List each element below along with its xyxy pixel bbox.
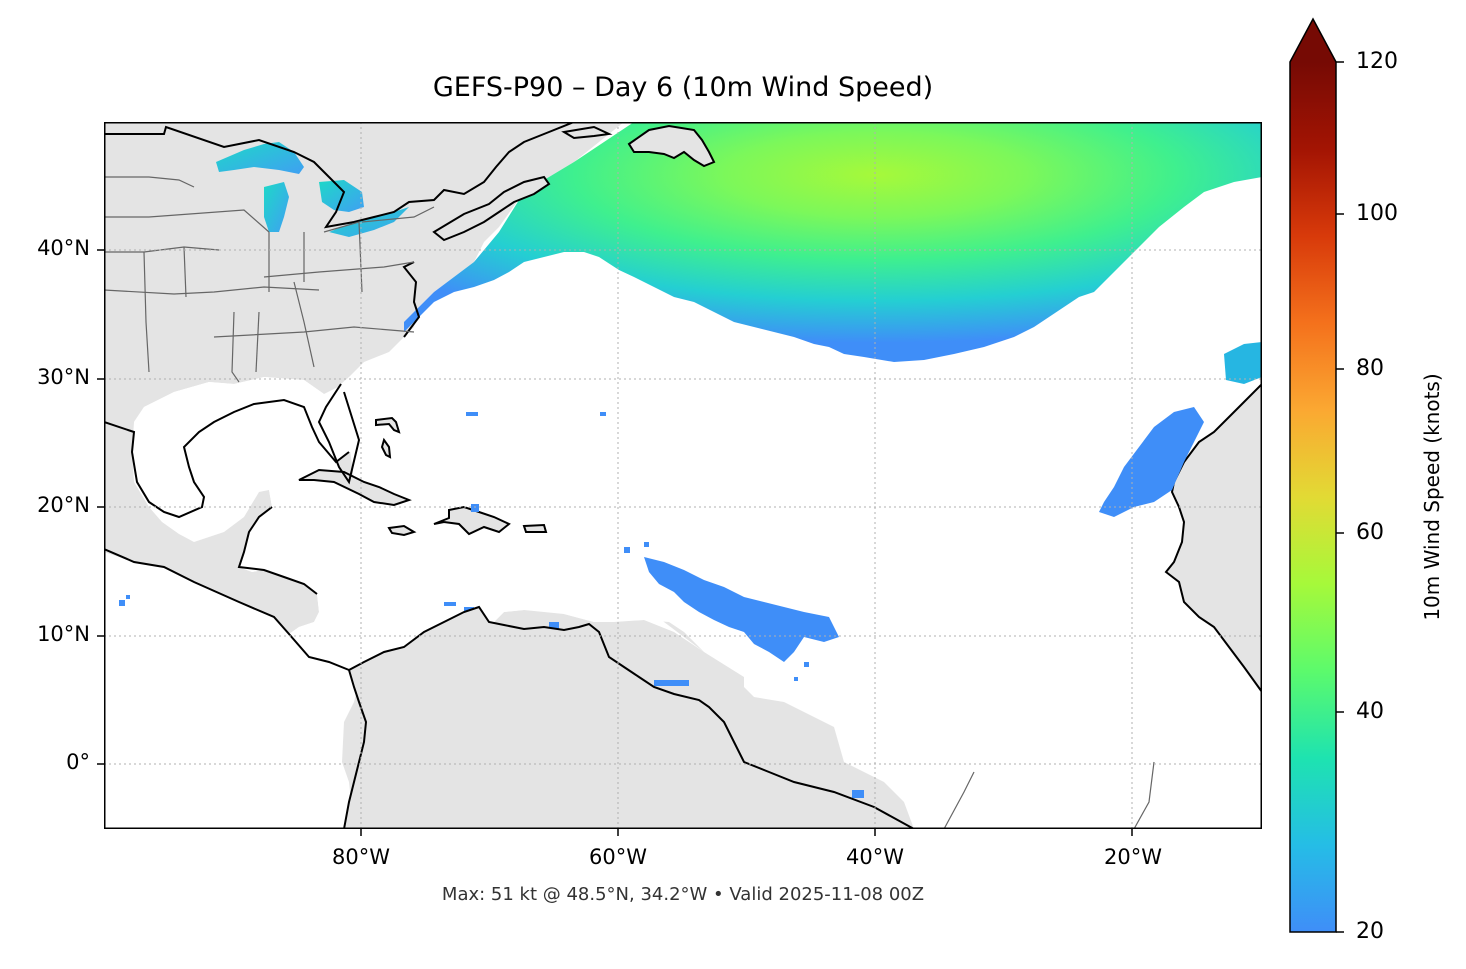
wind-azores — [1224, 342, 1262, 384]
colorbar-tick-20: 20 — [1356, 919, 1384, 944]
africa-land — [1164, 382, 1262, 694]
wind-canary — [1099, 407, 1204, 517]
colorbar-tick-60: 60 — [1356, 520, 1384, 545]
colorbar-tick-120: 120 — [1356, 49, 1398, 74]
colorbar-label: 10m Wind Speed (knots) — [1420, 373, 1444, 621]
colorbar-ticks — [1336, 61, 1344, 933]
chart-title: GEFS-P90 – Day 6 (10m Wind Speed) — [432, 72, 934, 103]
x-tick-20w: 20°W — [1104, 845, 1162, 869]
max-wind-caption: Max: 51 kt @ 48.5°N, 34.2°W • Valid 2025… — [441, 884, 925, 905]
south-america-land — [342, 605, 915, 829]
x-tick-60w: 60°W — [589, 845, 647, 869]
y-tick-40n: 40°N — [37, 236, 90, 260]
wind-great-lakes — [216, 142, 409, 237]
map-plot-area — [104, 122, 1262, 829]
colorbar-tick-80: 80 — [1356, 356, 1384, 381]
colorbar — [1289, 17, 1337, 933]
y-tick-20n: 20°N — [37, 493, 90, 517]
y-tick-10n: 10°N — [37, 622, 90, 646]
x-tick-40w: 40°W — [846, 845, 904, 869]
y-tick-30n: 30°N — [37, 365, 90, 389]
colorbar-tick-40: 40 — [1356, 699, 1384, 724]
x-tick-80w: 80°W — [332, 845, 390, 869]
colorbar-tick-100: 100 — [1356, 201, 1398, 226]
y-tick-0: 0° — [66, 750, 90, 774]
